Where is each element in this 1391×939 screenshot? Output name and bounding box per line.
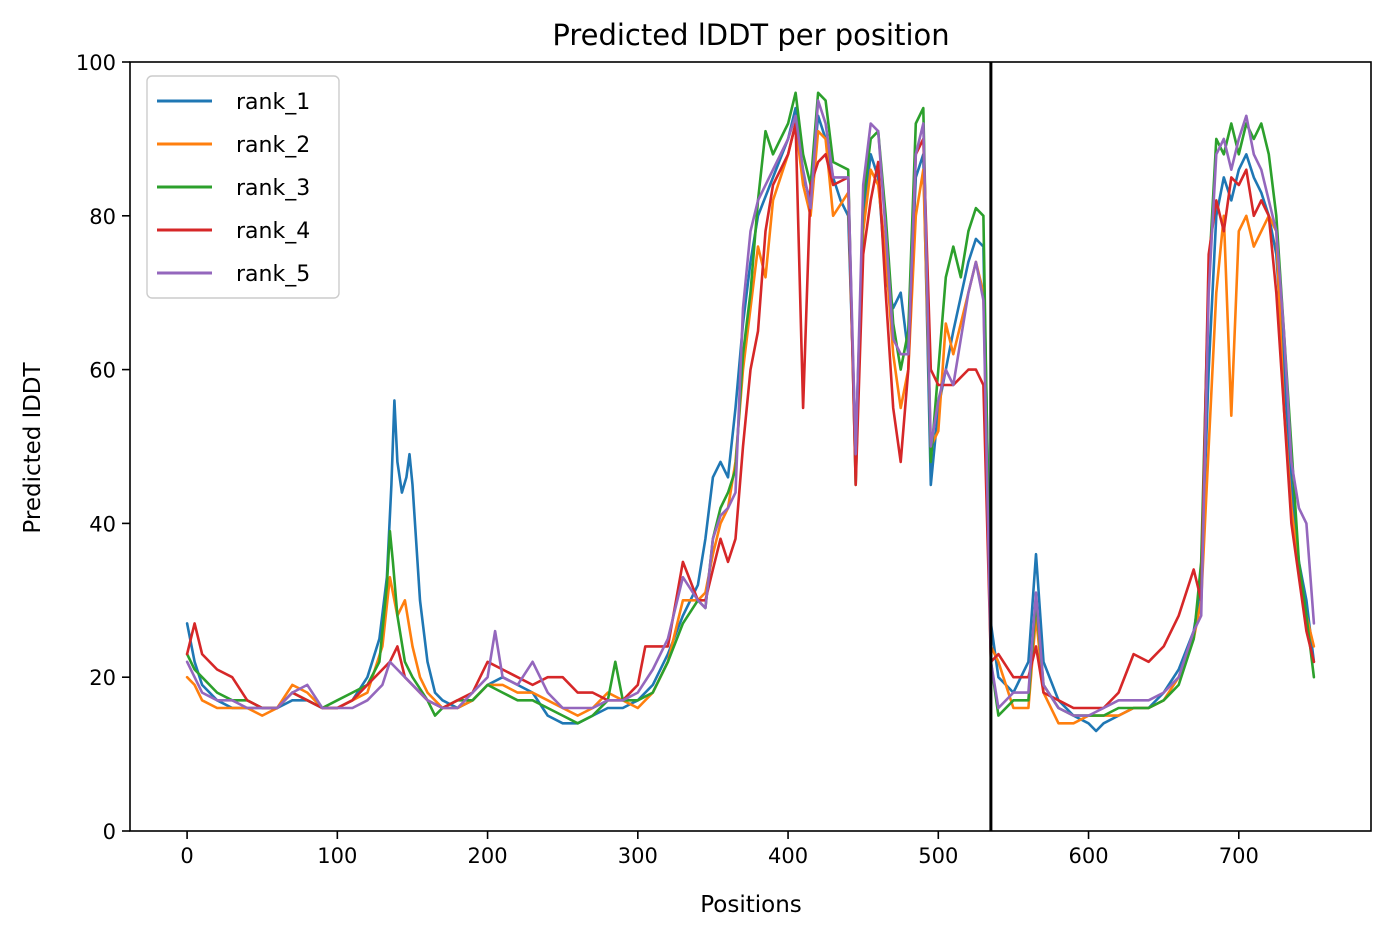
x-tick-label: 100 [317, 844, 357, 868]
chart-title: Predicted lDDT per position [552, 18, 949, 52]
legend-label-rank-2: rank_2 [236, 133, 310, 158]
legend-label-rank-3: rank_3 [236, 176, 310, 201]
y-tick-label: 20 [89, 666, 116, 690]
legend-label-rank-5: rank_5 [236, 262, 310, 287]
x-tick-label: 400 [768, 844, 808, 868]
x-tick-label: 0 [180, 844, 193, 868]
y-axis-label: Predicted lDDT [20, 361, 46, 533]
y-tick-label: 0 [103, 820, 116, 844]
series-group [185, 91, 1316, 733]
y-tick-label: 40 [89, 512, 116, 536]
series-line-rank-1 [185, 106, 1316, 733]
x-tick-label: 700 [1219, 844, 1259, 868]
x-tick-label: 300 [618, 844, 658, 868]
series-line-rank-2 [185, 122, 1316, 725]
series-line-rank-4 [185, 122, 1316, 710]
y-tick-label: 100 [76, 51, 116, 75]
series-line-rank-3 [185, 91, 1316, 725]
x-tick-label: 600 [1068, 844, 1108, 868]
x-axis-label: Positions [700, 892, 802, 918]
x-axis-ticks: 0 100 200 300 400 500 600 700 [180, 831, 1259, 868]
legend-label-rank-1: rank_1 [236, 90, 310, 115]
legend-label-rank-4: rank_4 [236, 219, 310, 244]
legend-box [146, 75, 340, 299]
legend: rank_1 rank_2 rank_3 rank_4 rank_5 [146, 75, 340, 299]
x-tick-label: 200 [468, 844, 508, 868]
plot-area [129, 61, 1372, 832]
x-tick-label: 500 [918, 844, 958, 868]
y-axis-ticks: 0 20 40 60 80 100 [76, 51, 130, 844]
series-line-rank-5 [185, 99, 1316, 717]
axes-frame [129, 61, 1372, 832]
y-tick-label: 80 [89, 205, 116, 229]
y-tick-label: 60 [89, 359, 116, 383]
